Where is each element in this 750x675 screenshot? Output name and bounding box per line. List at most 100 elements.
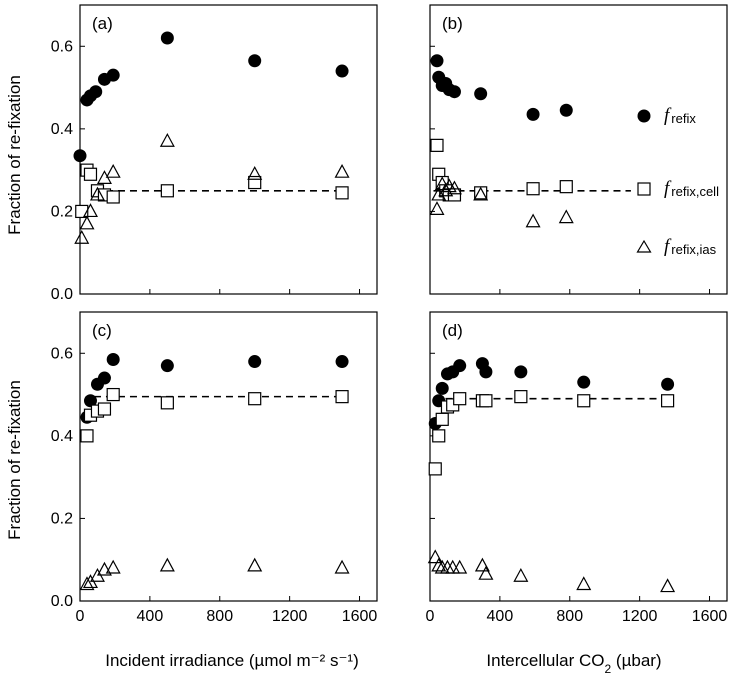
panel-label: (b) [442, 14, 463, 33]
point-f-refix-cell [514, 390, 528, 404]
point-f-refix [526, 107, 540, 121]
point-f-refix-ias [159, 132, 175, 147]
y-tick-label: 0.0 [51, 286, 73, 303]
point-f-refix-ias [82, 203, 98, 218]
point-f-refix-ias [474, 557, 490, 572]
point-f-refix [248, 54, 262, 68]
point-f-refix [577, 375, 591, 389]
point-f-refix [248, 355, 262, 369]
x-tick-label: 400 [137, 608, 164, 625]
point-f-refix-cell [335, 390, 349, 404]
x-tick-label: 0 [426, 608, 435, 625]
panel-b: (b) [429, 4, 728, 295]
point-f-refix-cell [430, 138, 444, 152]
point-f-refix-ias [452, 559, 468, 574]
point-f-refix-ias [576, 576, 592, 591]
point-f-refix [73, 149, 87, 163]
point-f-refix [160, 31, 174, 45]
point-f-refix-ias [334, 559, 350, 574]
x-axis-title-right: Intercellular CO2 (µbar) [486, 651, 661, 675]
legend-entry-f-refix-ias: f refix,ias [664, 236, 717, 257]
point-f-refix-ias [438, 182, 454, 197]
point-f-refix-ias [427, 549, 443, 564]
x-tick-label: 1600 [692, 608, 728, 625]
point-f-refix-ias [105, 163, 121, 178]
legend-entry-f-refix-cell: f refix,cell [664, 178, 719, 199]
point-f-refix-cell [106, 387, 120, 402]
panel-label: (c) [92, 321, 112, 340]
point-f-refix-cell [577, 394, 591, 408]
point-f-refix-cell [106, 190, 120, 204]
point-f-refix-ias [660, 578, 676, 593]
x-tick-label: 1600 [342, 608, 378, 625]
point-f-refix-ias [105, 559, 121, 574]
panels: 0.0 0.2 0.4 0.6 (a) (b) 0.0 0.2 0.4 0.6 0 400 800 120… [51, 4, 728, 625]
point-f-refix-ias [247, 557, 263, 572]
point-f-refix-cell [80, 429, 94, 443]
point-f-refix-cell [559, 180, 573, 194]
legend-sub-3: refix,ias [671, 242, 716, 257]
point-f-refix-ias [525, 213, 541, 228]
point-f-refix-cell [435, 412, 449, 426]
point-f-refix-ias [79, 576, 95, 591]
point-f-refix-ias [334, 163, 350, 178]
point-f-refix-ias [74, 230, 90, 244]
point-f-refix-cell [97, 402, 112, 416]
y-tick-label: 0.4 [51, 121, 73, 138]
point-f-refix-ias [96, 561, 112, 576]
point-f-refix-ias [89, 186, 105, 201]
y-tick-label: 0.2 [51, 203, 73, 220]
panel-label: (d) [442, 321, 463, 340]
point-f-refix [435, 381, 449, 395]
point-f-refix-cell [660, 394, 675, 408]
point-f-refix-ias [79, 215, 95, 230]
point-f-refix-ias [558, 209, 574, 224]
point-f-refix [430, 54, 444, 68]
point-f-refix [474, 87, 488, 101]
x-axis-title-left: Incident irradiance (µmol m⁻² s⁻¹) [105, 651, 359, 670]
point-f-refix [453, 359, 467, 373]
point-f-refix [97, 371, 111, 385]
y-tick-label: 0.2 [51, 510, 73, 527]
point-f-refix-cell [335, 186, 349, 200]
legend: f refix f refix,cell f refix,ias [636, 105, 719, 257]
point-f-refix-cell [428, 462, 442, 476]
point-f-refix-ias [429, 201, 445, 215]
x-axis-title-right-prefix: Intercellular CO [486, 651, 604, 670]
y-tick-label: 0.6 [51, 345, 73, 362]
point-f-refix-ias [446, 180, 462, 195]
point-f-refix [335, 355, 349, 369]
point-f-refix [335, 64, 349, 78]
point-f-refix-ias [431, 557, 447, 572]
point-f-refix-ias [513, 567, 529, 582]
point-f-refix-cell [83, 167, 98, 181]
panel-label: (a) [92, 14, 113, 33]
point-f-refix-cell [160, 184, 174, 198]
point-f-refix-ias [431, 186, 447, 201]
plot-frame [79, 4, 378, 295]
legend-marker-f-refix-cell [637, 182, 651, 196]
x-axis-title-right-suffix: (µbar) [611, 651, 661, 670]
point-f-refix-cell [526, 182, 540, 196]
legend-marker-f-refix-ias [636, 239, 652, 253]
x-tick-label: 1200 [622, 608, 658, 625]
x-tick-label: 0 [76, 608, 85, 625]
legend-sub-1: refix [671, 111, 696, 126]
plot-frame [429, 4, 728, 295]
point-f-refix-ias [159, 557, 175, 572]
y-axis-title-bottom: Fraction of re-fixation [5, 380, 24, 540]
point-f-refix [447, 85, 461, 99]
plot-frame [429, 311, 728, 602]
point-f-refix-ias [247, 166, 263, 180]
panel-d: 0 400 800 1200 1600 (d) [426, 311, 728, 625]
point-f-refix-cell [479, 394, 493, 408]
point-f-refix [514, 365, 528, 379]
point-f-refix [106, 352, 120, 366]
point-f-refix-ias [473, 186, 489, 201]
point-f-refix [160, 359, 174, 373]
point-f-refix-cell [432, 429, 446, 443]
panel-c: 0.0 0.2 0.4 0.6 0 400 800 1200 1600 (c) [51, 311, 378, 625]
point-f-refix [559, 103, 573, 117]
legend-sub-2: refix,cell [671, 184, 719, 199]
